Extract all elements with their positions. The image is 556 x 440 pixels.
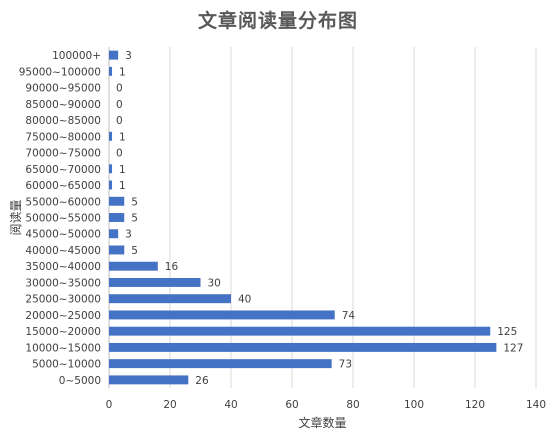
bar	[109, 359, 332, 369]
bar	[109, 66, 113, 76]
y-tick-label: 40000~45000	[25, 245, 101, 257]
y-tick-label: 25000~30000	[25, 294, 101, 306]
y-tick-label: 30000~35000	[25, 277, 101, 289]
bar	[109, 375, 189, 385]
x-tick-label: 0	[106, 399, 113, 411]
data-label: 3	[125, 50, 132, 62]
bar	[109, 131, 113, 141]
data-label: 40	[238, 294, 251, 306]
y-tick-label: 50000~55000	[25, 213, 101, 225]
chart-title: 文章阅读量分布图	[197, 10, 358, 32]
y-tick-label: 95000~100000	[19, 66, 101, 78]
bar	[109, 245, 125, 255]
x-axis-title: 文章数量	[298, 415, 346, 430]
y-tick-label: 90000~95000	[25, 83, 101, 95]
y-tick-label: 15000~20000	[25, 326, 101, 338]
y-tick-label: 55000~60000	[25, 196, 101, 208]
x-tick-label: 120	[465, 399, 485, 411]
data-label: 0	[116, 115, 123, 127]
y-tick-label: 5000~10000	[32, 359, 101, 371]
data-label: 1	[119, 66, 126, 78]
y-tick-label: 80000~85000	[25, 115, 101, 127]
data-label: 26	[195, 375, 209, 387]
data-label: 127	[503, 342, 523, 354]
bar	[109, 213, 125, 222]
y-tick-label: 45000~50000	[25, 229, 101, 241]
y-tick-label: 35000~40000	[25, 261, 101, 273]
data-label: 5	[131, 245, 138, 257]
data-label: 30	[208, 277, 221, 289]
bar	[109, 164, 113, 174]
bar	[109, 180, 113, 190]
data-label: 1	[119, 164, 126, 176]
data-label: 73	[339, 359, 352, 371]
y-tick-label: 70000~75000	[25, 148, 101, 160]
y-tick-label: 60000~65000	[25, 180, 101, 192]
bar	[109, 261, 158, 271]
bar	[109, 294, 231, 304]
data-label: 5	[131, 213, 138, 225]
x-tick-label: 60	[285, 399, 298, 411]
y-tick-label: 20000~25000	[25, 310, 101, 322]
bar	[109, 229, 119, 239]
x-tick-label: 140	[526, 399, 546, 411]
x-tick-label: 80	[346, 399, 359, 411]
bar	[109, 326, 491, 336]
x-tick-label: 20	[163, 399, 176, 411]
data-label: 0	[116, 148, 123, 160]
y-tick-label: 75000~80000	[25, 131, 101, 143]
x-tick-label: 100	[404, 399, 424, 411]
data-label: 1	[119, 131, 126, 143]
data-label: 0	[116, 99, 123, 111]
y-tick-label: 100000+	[52, 50, 101, 62]
bar	[109, 277, 201, 287]
data-label: 1	[119, 180, 126, 192]
y-axis-title: 阅读量	[9, 199, 23, 235]
data-label: 125	[497, 326, 517, 338]
data-label: 16	[165, 261, 179, 273]
data-label: 0	[116, 83, 123, 95]
data-label: 3	[125, 229, 132, 241]
bar	[109, 310, 335, 320]
y-tick-label: 10000~15000	[25, 342, 101, 354]
bar	[109, 342, 497, 352]
y-tick-label: 85000~90000	[25, 99, 101, 111]
bar	[109, 50, 119, 60]
bar	[109, 196, 125, 206]
data-label: 5	[131, 196, 138, 208]
y-tick-label: 65000~70000	[25, 164, 101, 176]
y-tick-label: 0~5000	[59, 375, 101, 387]
data-label: 74	[342, 310, 356, 322]
x-tick-label: 40	[224, 399, 237, 411]
